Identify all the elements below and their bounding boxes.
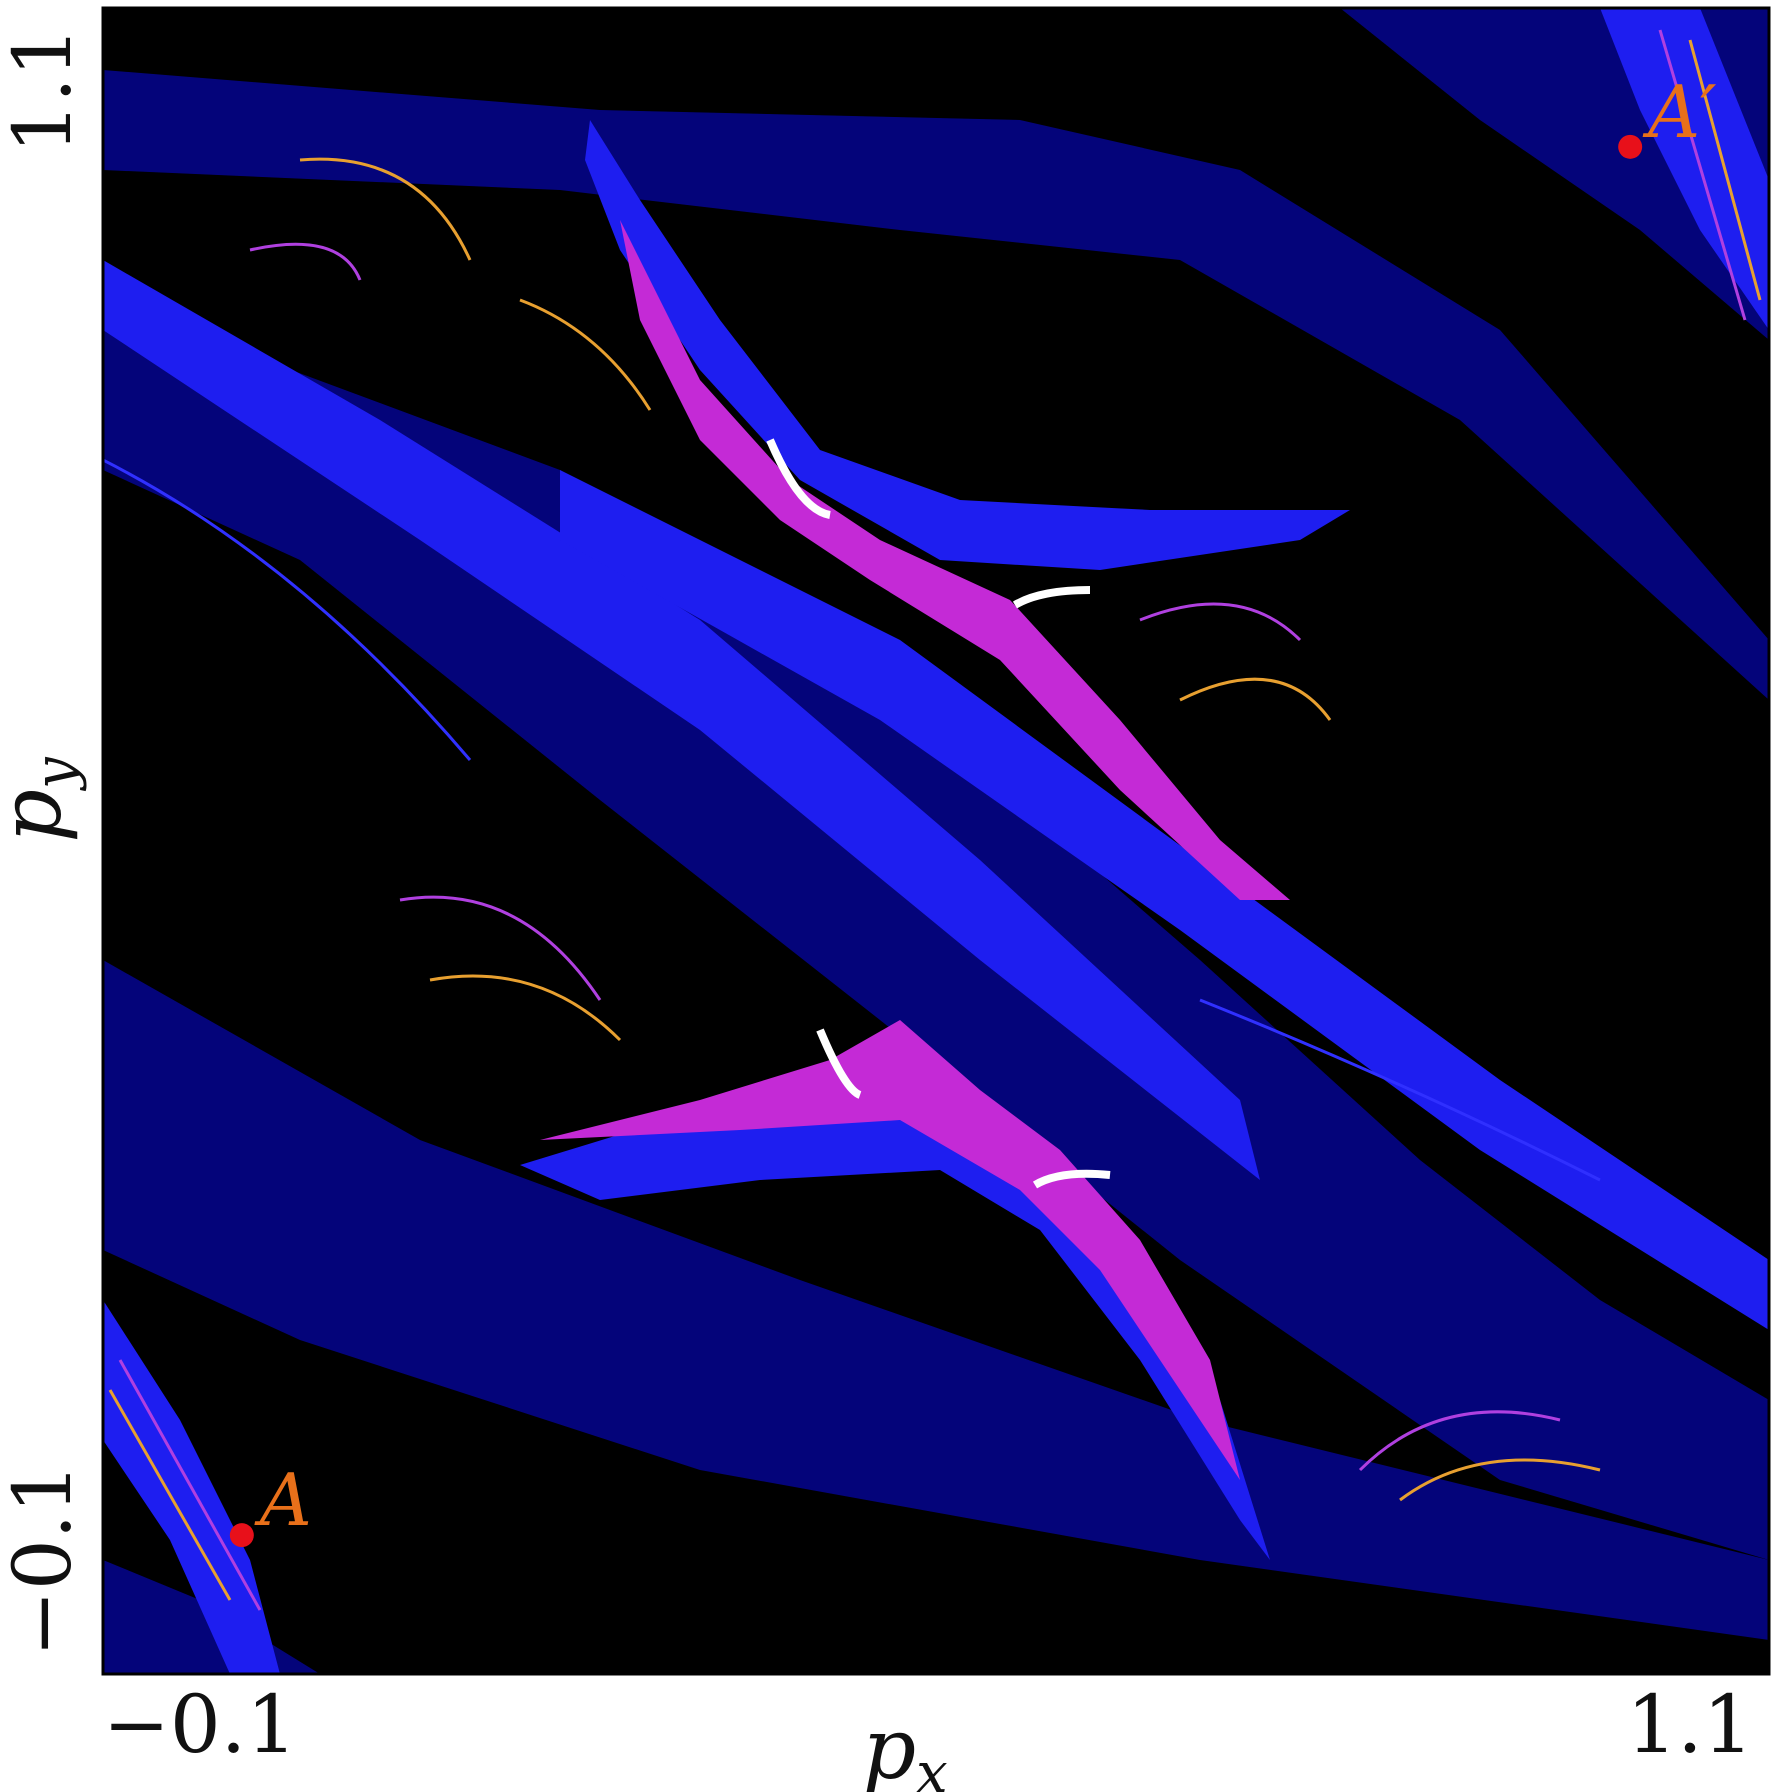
filament-4 [1139, 602, 1302, 642]
x-axis-label-sub: x [916, 1741, 948, 1792]
point-label-1: A′ [1642, 70, 1716, 154]
filament-12 [108, 1389, 232, 1601]
filament-6 [399, 895, 602, 1001]
point-label-0: A [254, 1458, 312, 1542]
white-crescents [766, 438, 1111, 1189]
marked-points: A A′ [229, 70, 1717, 1548]
y-axis-label-base: p [0, 789, 80, 843]
y-axis-label: py [0, 756, 88, 843]
white-crescent-3 [816, 1028, 862, 1099]
filament-13 [118, 1359, 262, 1611]
white-crescent-1 [766, 438, 831, 519]
blue-band-left [103, 260, 1260, 1180]
filament-5 [1179, 677, 1332, 721]
upper-flame-blue [585, 120, 1350, 570]
x-axis-label-base: p [862, 1700, 916, 1792]
band-central [103, 300, 1769, 1560]
filament-11 [1658, 29, 1747, 321]
x-axis-label: px [862, 1700, 947, 1792]
blue-band-top-right [1600, 8, 1769, 330]
point-marker-1 [1618, 134, 1643, 159]
filament-3 [519, 298, 652, 411]
magenta-structures [540, 220, 1290, 1480]
filament-7 [429, 974, 622, 1042]
filament-8 [1358, 1410, 1561, 1472]
upper-flame-magenta [620, 220, 1290, 900]
filaments [103, 29, 1762, 1611]
filament-1 [299, 157, 472, 261]
filament-15 [1199, 998, 1601, 1182]
white-crescent-2 [1012, 586, 1091, 609]
filament-9 [1399, 1458, 1601, 1502]
filament-2 [249, 242, 362, 281]
y-axis-label-sub: y [23, 756, 88, 792]
band-upper-left [103, 70, 1769, 700]
band-lower [103, 960, 1769, 1640]
filament-10 [1688, 39, 1762, 301]
axes-frame [101, 6, 1771, 1676]
y-tick-label-min: −0.1 [0, 1463, 89, 1657]
plot-area [103, 8, 1769, 1674]
x-tick-label-max: 1.1 [1626, 1678, 1753, 1771]
y-tick-label-max: 1.1 [0, 26, 89, 153]
x-tick-label-min: −0.1 [103, 1678, 297, 1771]
filament-14 [103, 458, 472, 761]
lower-flame-magenta [540, 1020, 1240, 1480]
white-crescent-4 [1032, 1169, 1111, 1189]
point-marker-0 [229, 1523, 254, 1548]
